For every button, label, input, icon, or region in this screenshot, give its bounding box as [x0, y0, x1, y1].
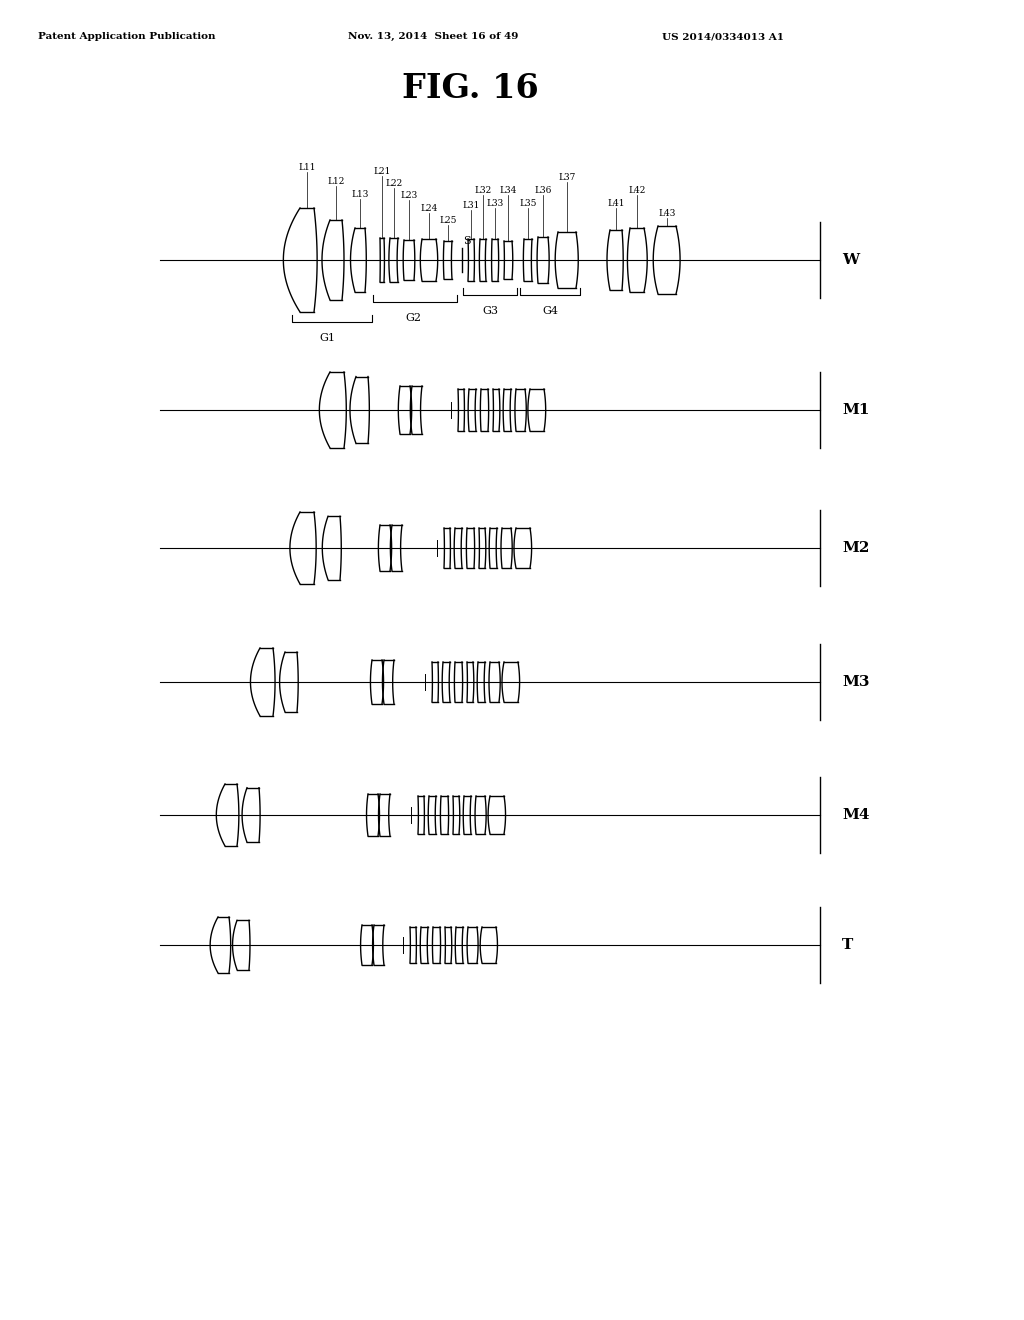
Text: L12: L12: [328, 177, 345, 186]
Text: S: S: [463, 236, 471, 246]
Text: L35: L35: [519, 199, 537, 209]
Text: M4: M4: [842, 808, 869, 822]
Text: L23: L23: [400, 191, 418, 201]
Text: W: W: [842, 253, 859, 267]
Text: M1: M1: [842, 403, 869, 417]
Text: L24: L24: [420, 205, 437, 213]
Text: L34: L34: [500, 186, 517, 195]
Text: L43: L43: [658, 209, 676, 218]
Text: M2: M2: [842, 541, 869, 554]
Text: L11: L11: [298, 162, 315, 172]
Text: L31: L31: [462, 201, 479, 210]
Text: L32: L32: [474, 186, 492, 195]
Text: Nov. 13, 2014  Sheet 16 of 49: Nov. 13, 2014 Sheet 16 of 49: [348, 32, 518, 41]
Text: US 2014/0334013 A1: US 2014/0334013 A1: [662, 32, 784, 41]
Text: M3: M3: [842, 675, 869, 689]
Text: L37: L37: [558, 173, 575, 182]
Text: G4: G4: [542, 306, 558, 315]
Text: G1: G1: [319, 333, 335, 343]
Text: L41: L41: [607, 199, 625, 209]
Text: FIG. 16: FIG. 16: [401, 73, 539, 106]
Text: Patent Application Publication: Patent Application Publication: [38, 32, 215, 41]
Text: G3: G3: [482, 306, 498, 315]
Text: G2: G2: [406, 313, 421, 323]
Text: T: T: [842, 939, 853, 952]
Text: L33: L33: [486, 199, 504, 209]
Text: L25: L25: [439, 216, 457, 224]
Text: L22: L22: [385, 180, 402, 187]
Text: L36: L36: [535, 186, 552, 195]
Text: L13: L13: [351, 190, 369, 199]
Text: L42: L42: [629, 186, 646, 195]
Text: L21: L21: [374, 168, 391, 176]
